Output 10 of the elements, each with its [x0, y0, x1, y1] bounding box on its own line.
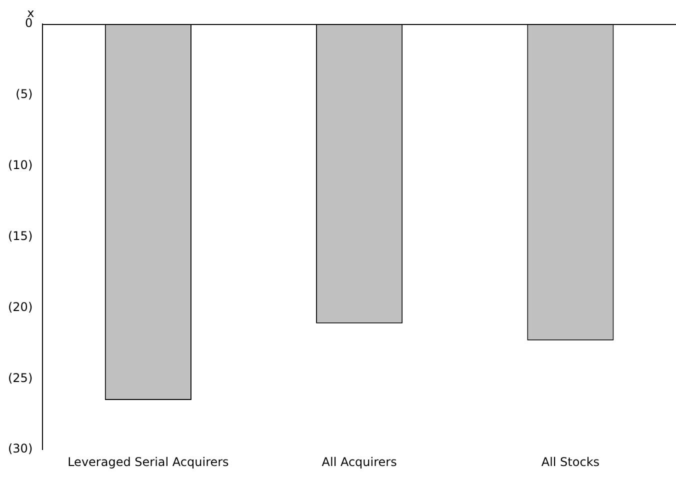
- y-tick-label: (25): [8, 370, 33, 385]
- x-tick-label: All Stocks: [541, 454, 600, 469]
- y-tick-label: 0: [24, 16, 33, 30]
- y-tick-label: (15): [8, 228, 33, 243]
- y-tick-label: (20): [8, 300, 33, 314]
- y-tick-label: (30): [8, 442, 33, 456]
- y-tick-label: (5): [16, 87, 33, 102]
- x-tick-label: Leveraged Serial Acquirers: [68, 454, 229, 469]
- y-tick-label: (10): [8, 158, 33, 172]
- x-tick-label: All Acquirers: [322, 454, 397, 469]
